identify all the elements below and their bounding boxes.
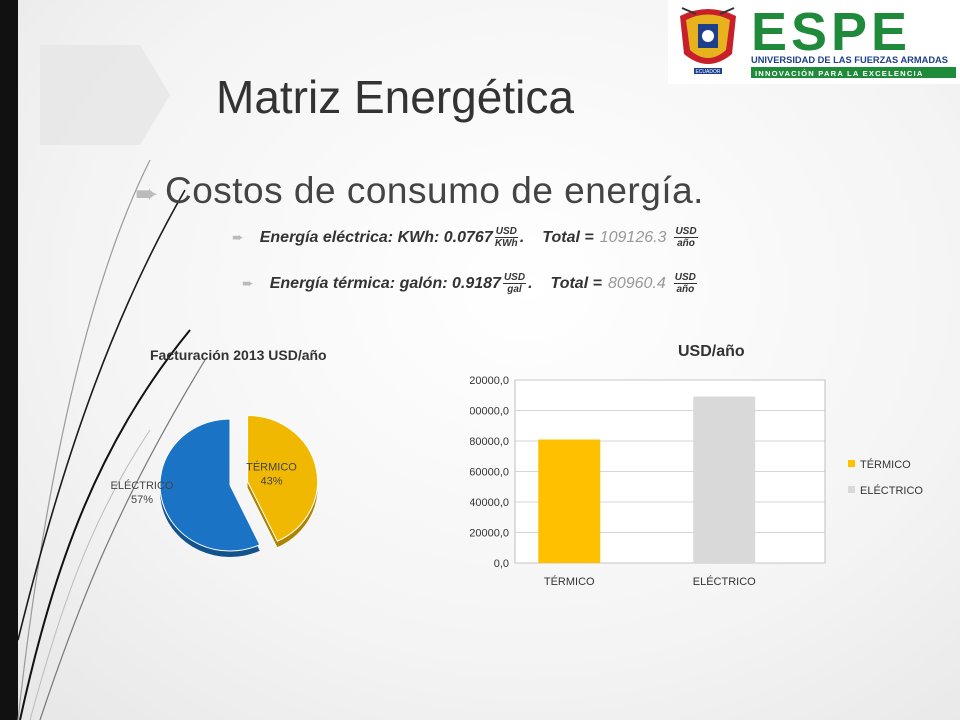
subtitle-text: Costos de consumo de energía. — [164, 170, 704, 211]
subtitle-bullet: ➨ Costos de consumo de energía. — [135, 170, 704, 212]
svg-text:ECUADOR: ECUADOR — [695, 69, 720, 75]
thermal-total-unit: USD año — [673, 272, 697, 295]
electric-cost-label: Energía eléctrica: KWh: 0.0767 — [259, 228, 493, 246]
y-tick-label-6: 120000,0 — [470, 375, 509, 387]
decorative-curves — [17, 45, 206, 720]
left-accent-bar — [0, 0, 18, 720]
arrow-bullet-icon: ➨ — [135, 177, 159, 209]
bar-chart: 0,0 20000,0 40000,0 60000,0 80000,0 100000,0 1… — [470, 375, 923, 588]
espe-logo: ECUADOR ESPE UNIVERSIDAD DE LAS FUERZAS … — [668, 0, 960, 84]
thermal-unit-fraction: USD gal — [502, 272, 527, 295]
university-seal-icon: ECUADOR — [680, 7, 736, 75]
arrow-bullet-icon: ➨ — [242, 275, 254, 291]
pie-percent-2: 57% — [131, 494, 153, 506]
y-tick-label-1: 20000,0 — [470, 528, 509, 540]
thermal-total-value: 80960.4 — [607, 274, 666, 292]
pie-percent-1: 43% — [260, 475, 282, 487]
pie-label-1: TÉRMICO — [246, 460, 297, 473]
bar-1 — [538, 439, 601, 563]
bar-2 — [693, 396, 756, 563]
pie-label-2: ELÉCTRICO — [111, 479, 174, 492]
y-tick-label-5: 100000,0 — [470, 406, 509, 418]
thermal-cost-label: Energía térmica: galón: 0.9187 — [269, 274, 501, 292]
thermal-total-label: Total = — [550, 274, 602, 292]
legend-label-1: TÉRMICO — [860, 458, 911, 471]
x-tick-label-2: ELÉCTRICO — [693, 575, 756, 588]
x-tick-label-1: TÉRMICO — [544, 575, 595, 588]
slide-title: Matriz Energética — [216, 71, 574, 123]
legend-label-2: ELÉCTRICO — [860, 484, 923, 497]
logo-line2: INNOVACIÓN PARA LA EXCELENCIA — [755, 69, 924, 78]
electric-total-value: 109126.3 — [599, 228, 667, 246]
pie-chart-title: Facturación 2013 USD/año — [150, 347, 327, 363]
y-tick-label-0: 0,0 — [494, 558, 509, 570]
electric-unit-fraction: USD KWh — [494, 226, 518, 249]
bar-chart-title: USD/año — [678, 343, 745, 360]
logo-acronym: ESPE — [751, 2, 911, 62]
arrow-bullet-icon: ➨ — [232, 229, 244, 245]
pie-slice-1 — [247, 414, 319, 542]
legend-swatch-2 — [848, 486, 855, 493]
y-tick-label-2: 40000,0 — [470, 497, 509, 509]
pie-slice-2 — [159, 418, 261, 552]
electric-total-unit: USD año — [674, 226, 698, 249]
electric-total-label: Total = — [542, 228, 594, 246]
y-tick-label-4: 80000,0 — [470, 436, 509, 448]
y-tick-label-3: 60000,0 — [470, 467, 509, 479]
legend-swatch-1 — [848, 460, 855, 467]
electric-cost-line: ➨ Energía eléctrica: KWh: 0.0767 USD KWh … — [232, 226, 698, 249]
pie-chart: TÉRMICO 43% ELÉCTRICO 57% — [111, 414, 319, 557]
thermal-cost-line: ➨ Energía térmica: galón: 0.9187 USD gal … — [242, 272, 697, 295]
logo-line1: UNIVERSIDAD DE LAS FUERZAS ARMADAS — [751, 55, 948, 65]
